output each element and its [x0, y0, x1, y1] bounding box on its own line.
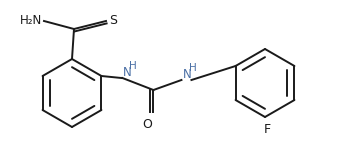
Text: S: S: [109, 14, 117, 27]
Text: F: F: [264, 123, 270, 136]
Text: H: H: [130, 61, 137, 71]
Text: O: O: [143, 118, 152, 131]
Text: N: N: [122, 66, 131, 78]
Text: H₂N: H₂N: [20, 14, 42, 27]
Text: H: H: [190, 63, 197, 73]
Text: N: N: [182, 68, 191, 80]
